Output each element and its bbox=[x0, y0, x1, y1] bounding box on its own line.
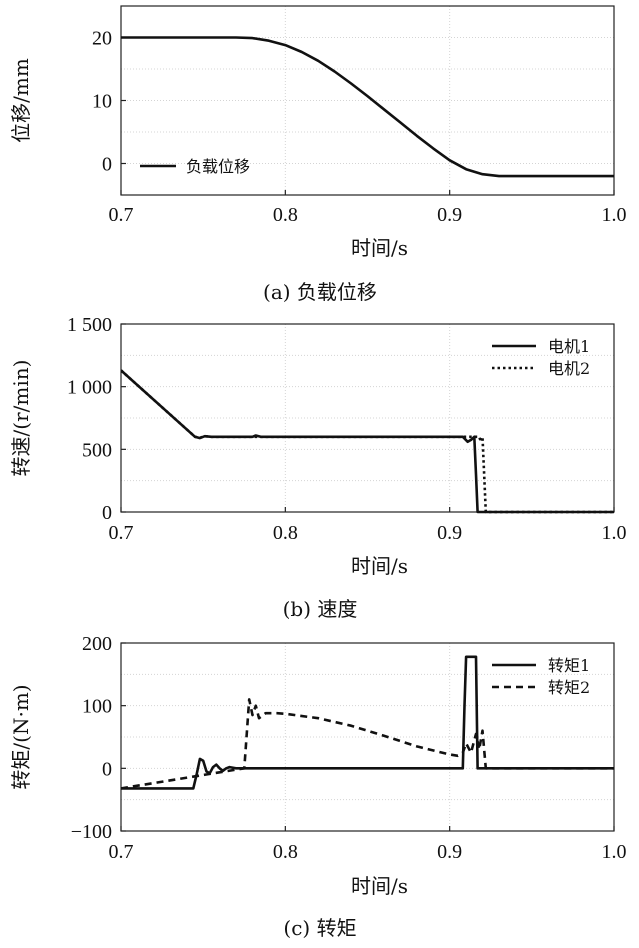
y-tick-label: 0 bbox=[102, 502, 112, 524]
legend-label: 转矩2 bbox=[548, 678, 590, 697]
chart-panel-2: 0.7 0.8 0.9 1.0 0 500 1 000 1 500 时间/s 转速/(r/min)… bbox=[9, 314, 627, 621]
y-tick-label: 20 bbox=[92, 28, 112, 50]
y-tick-label: 500 bbox=[82, 439, 112, 461]
x-axis-label: 时间/s bbox=[351, 874, 408, 898]
y-tick-label: 100 bbox=[82, 696, 112, 718]
y-tick-label: −100 bbox=[71, 821, 112, 843]
y-tick-label: 200 bbox=[82, 633, 112, 655]
y-tick-label: 1 000 bbox=[67, 377, 112, 399]
plot-frame bbox=[120, 323, 615, 513]
x-tick-label: 0.9 bbox=[437, 204, 462, 226]
x-tick-label: 0.8 bbox=[273, 522, 298, 544]
y-axis-label: 转矩/(N·m) bbox=[9, 684, 33, 789]
y-tick-label: 0 bbox=[102, 154, 112, 176]
x-axis-label: 时间/s bbox=[351, 236, 408, 260]
series-line-2 bbox=[121, 698, 614, 790]
x-tick-label: 0.7 bbox=[109, 841, 134, 863]
y-tick-label: 10 bbox=[92, 91, 112, 113]
panel-caption: (a) 负载位移 bbox=[263, 280, 377, 304]
plot-frame bbox=[120, 642, 615, 832]
panel-caption: (b) 速度 bbox=[283, 597, 358, 621]
x-tick-label: 0.7 bbox=[109, 204, 134, 226]
x-tick-label: 0.8 bbox=[273, 204, 298, 226]
x-tick-label: 0.9 bbox=[437, 522, 462, 544]
x-axis-label: 时间/s bbox=[351, 554, 408, 578]
y-axis-label: 位移/mm bbox=[9, 58, 33, 143]
chart-panel-3: 0.7 0.8 0.9 1.0 −100 0 100 200 时间/s 转矩/(N·m) (c) 转… bbox=[9, 633, 627, 940]
x-tick-label: 1.0 bbox=[602, 841, 627, 863]
legend-label: 转矩1 bbox=[548, 656, 590, 675]
legend-label: 负载位移 bbox=[186, 157, 250, 176]
y-axis-label: 转速/(r/min) bbox=[9, 360, 33, 477]
x-tick-label: 0.8 bbox=[273, 841, 298, 863]
y-tick-label: 1 500 bbox=[67, 314, 112, 336]
legend-label: 电机1 bbox=[548, 337, 590, 356]
x-tick-label: 0.9 bbox=[437, 841, 462, 863]
y-tick-label: 0 bbox=[102, 758, 112, 780]
chart-panel-1: 0.7 0.8 0.9 1.0 0 10 20 时间/s 位移/mm (a) 负载位移 负载位移 bbox=[9, 5, 627, 304]
series-line-1 bbox=[121, 369, 614, 514]
panel-caption: (c) 转矩 bbox=[283, 916, 356, 940]
series-line-2 bbox=[121, 369, 614, 514]
x-tick-label: 1.0 bbox=[602, 522, 627, 544]
legend: 负载位移 bbox=[140, 157, 250, 176]
x-tick-label: 1.0 bbox=[602, 204, 627, 226]
series-line-1 bbox=[121, 655, 614, 790]
series-line-1 bbox=[121, 36, 614, 178]
x-tick-label: 0.7 bbox=[109, 522, 134, 544]
legend-label: 电机2 bbox=[548, 359, 590, 378]
